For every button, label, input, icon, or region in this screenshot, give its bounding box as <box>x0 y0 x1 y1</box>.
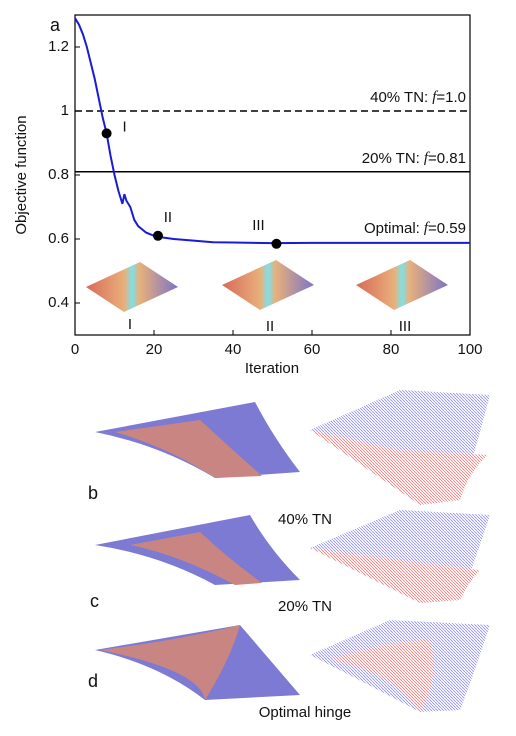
caption: 40% TN <box>278 511 332 528</box>
surface-d <box>95 620 490 712</box>
reference-name: Optimal: <box>364 220 420 237</box>
x-tick-label: 100 <box>457 341 482 358</box>
x-tick-label: 40 <box>225 341 242 358</box>
caption: Optimal hinge <box>259 704 352 721</box>
reference-label: Optimal: f=0.59 <box>364 220 466 237</box>
inset-label: II <box>266 318 274 335</box>
marked-point <box>271 238 282 249</box>
y-tick-label: 1.2 <box>48 38 69 55</box>
x-tick-label: 60 <box>304 341 321 358</box>
x-tick-label: 0 <box>71 341 79 358</box>
marked-point <box>101 128 112 139</box>
reference-symbol: f <box>432 89 438 105</box>
x-tick-label: 80 <box>383 341 400 358</box>
reference-name: 40% TN: <box>370 89 428 106</box>
inset-label: III <box>399 318 412 335</box>
surface-b <box>95 390 490 505</box>
reference-value: 0.81 <box>437 150 466 167</box>
objective-curve <box>74 17 470 245</box>
surface-c <box>95 510 490 603</box>
reference-label: 20% TN: f=0.81 <box>362 150 466 167</box>
caption: 20% TN <box>278 598 332 615</box>
reference-name: 20% TN: <box>362 150 420 167</box>
reference-relation: = <box>428 150 437 167</box>
x-tick-label: 20 <box>146 341 163 358</box>
panel-label: c <box>90 591 99 611</box>
panel-label: a <box>50 15 61 35</box>
panel-label: b <box>88 483 98 503</box>
point-label: III <box>252 217 265 234</box>
y-tick-label: 0.6 <box>48 230 69 247</box>
inset-label: I <box>128 316 132 333</box>
point-label: I <box>123 118 127 135</box>
reference-symbol: f <box>424 150 430 166</box>
x-axis-label: Iteration <box>245 360 299 377</box>
reference-value: 1.0 <box>445 89 466 106</box>
inset-images <box>86 260 448 312</box>
y-tick-label: 0.8 <box>48 166 69 183</box>
point-label: II <box>164 209 172 226</box>
y-tick-label: 1 <box>61 102 69 119</box>
reference-symbol: f <box>424 221 430 237</box>
reference-value: 0.59 <box>437 220 466 237</box>
y-axis-label: Objective function <box>13 115 30 234</box>
reference-relation: = <box>428 220 437 237</box>
reference-relation: = <box>436 89 445 106</box>
reference-label: 40% TN: f=1.0 <box>370 89 466 106</box>
marked-point <box>152 230 163 241</box>
panel-label: d <box>88 671 98 691</box>
y-tick-label: 0.4 <box>48 294 69 311</box>
